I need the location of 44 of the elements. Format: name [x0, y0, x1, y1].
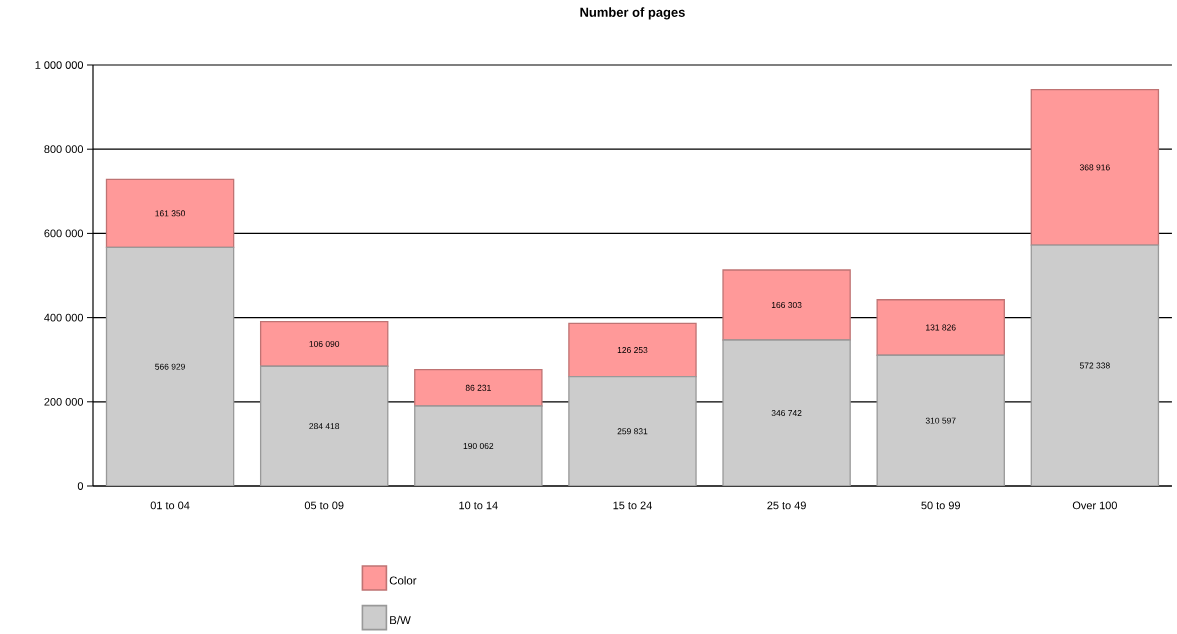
x-tick-label: 25 to 49: [767, 501, 806, 510]
bar: [259, 320, 389, 367]
chart-title: Number of pages: [580, 7, 685, 20]
bar: [414, 369, 543, 407]
bar: [568, 322, 697, 378]
bar: [106, 247, 234, 486]
legend-label: Color: [389, 576, 417, 585]
y-tick-label: 800 000: [44, 145, 84, 154]
bar: [568, 376, 697, 486]
x-tick-label: 01 to 04: [150, 501, 190, 510]
x-tick-label: 05 to 09: [304, 501, 344, 510]
y-tick-label: 200 000: [44, 397, 84, 406]
x-tick-label: 15 to 24: [613, 501, 652, 510]
data-label: 259 831: [617, 428, 648, 435]
x-tick-label: 10 to 14: [459, 501, 498, 510]
data-label: 310 597: [925, 417, 956, 424]
data-label: 126 253: [617, 347, 648, 354]
bar: [414, 405, 542, 486]
data-label: 190 062: [463, 443, 494, 449]
x-tick-label: Over 100: [1072, 501, 1117, 510]
data-label: 161 350: [155, 210, 186, 217]
y-tick-label: 1 000 000: [35, 61, 84, 69]
bar: [260, 366, 388, 486]
bar: [722, 269, 851, 341]
bar: [1030, 89, 1160, 246]
data-label: 572 338: [1079, 362, 1110, 369]
y-tick-label: 400 000: [44, 313, 84, 322]
data-label: 284 418: [309, 423, 340, 430]
bar: [723, 340, 851, 486]
data-label: 106 090: [309, 340, 340, 347]
data-label: 86 231: [465, 384, 491, 391]
bar: [876, 299, 1005, 356]
data-label: 131 826: [926, 324, 956, 331]
bar: [877, 355, 1005, 486]
x-tick-label: 50 to 99: [921, 501, 961, 510]
legend-label: B/W: [390, 615, 411, 625]
bar: [1030, 244, 1160, 486]
data-label: 566 929: [155, 363, 185, 370]
bar: [105, 178, 235, 248]
data-label: 368 916: [1079, 164, 1110, 171]
y-tick-label: 600 000: [44, 229, 84, 238]
data-label: 166 303: [771, 302, 802, 308]
data-label: 346 742: [771, 410, 802, 416]
y-tick-label: 0: [77, 482, 84, 490]
